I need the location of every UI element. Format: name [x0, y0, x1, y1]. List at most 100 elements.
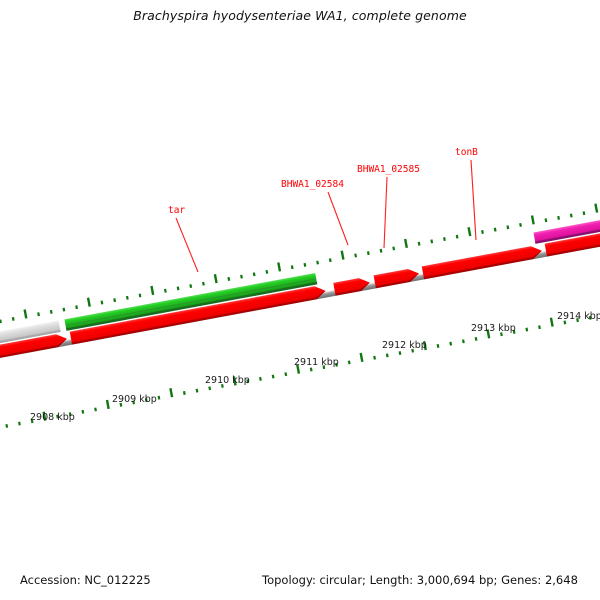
tick-ladder-upper	[0, 203, 599, 324]
tick-upper-minor	[265, 269, 269, 274]
tick-lower-minor	[576, 318, 579, 323]
tick-upper-minor	[455, 234, 459, 239]
ruler-tick-label-4: 2912 kbp	[382, 340, 427, 351]
gene-label-bhwa1-02584[interactable]: BHWA1_02584	[281, 179, 344, 190]
tick-upper-major	[213, 274, 218, 284]
tick-lower-minor	[449, 341, 453, 346]
tick-upper-minor	[506, 225, 510, 230]
tick-upper-minor	[481, 230, 484, 234]
tick-upper-major	[277, 262, 282, 272]
tick-lower-minor	[373, 355, 377, 360]
tick-lower-minor	[81, 409, 85, 414]
tick-lower-minor	[259, 376, 262, 381]
tick-upper-minor	[417, 241, 421, 246]
tick-lower-minor	[411, 348, 415, 353]
leader-line-tonb	[470, 159, 477, 241]
tick-upper-minor	[75, 305, 79, 310]
tick-upper-major	[467, 227, 472, 237]
tick-upper-minor	[62, 307, 66, 312]
tick-lower-minor	[284, 372, 288, 377]
top-feature-track	[0, 210, 600, 352]
page-title: Brachyspira hyodysenteriae WA1, complete…	[133, 8, 467, 23]
tick-lower-minor	[94, 407, 97, 412]
tick-upper-minor	[569, 213, 573, 218]
tick-upper-minor	[316, 260, 319, 265]
tick-lower-major	[549, 317, 554, 327]
gene-red-6[interactable]	[544, 223, 600, 257]
tick-lower-minor	[588, 315, 592, 320]
tick-lower-minor	[68, 412, 72, 417]
tick-lower-major	[105, 399, 110, 410]
tick-lower-minor	[398, 351, 402, 356]
tick-lower-minor	[5, 423, 9, 428]
tick-lower-major	[359, 352, 364, 363]
tick-lower-major	[232, 376, 237, 386]
tick-lower-minor	[157, 395, 161, 400]
gene-label-bhwa1-02585[interactable]: BHWA1_02585	[357, 164, 420, 175]
tick-upper-minor	[443, 237, 446, 241]
gene-red-4[interactable]	[373, 267, 421, 289]
gene-track-forward	[0, 223, 600, 366]
tick-upper-minor	[100, 300, 104, 305]
tick-upper-major	[86, 297, 91, 307]
leader-line-tar	[175, 217, 199, 273]
gene-red-5[interactable]	[421, 244, 543, 280]
gene-label-tonb[interactable]: tonB	[455, 147, 478, 158]
tick-lower-major	[422, 341, 427, 351]
tick-lower-minor	[195, 388, 199, 393]
tick-lower-minor	[563, 320, 567, 325]
tick-lower-minor	[538, 325, 541, 330]
tick-lower-minor	[246, 379, 250, 384]
genome-summary-text: Topology: circular; Length: 3,000,694 bp…	[262, 573, 578, 587]
tick-upper-minor	[227, 277, 231, 281]
tick-ladder-lower	[5, 315, 592, 428]
tick-upper-minor	[189, 284, 193, 289]
tick-lower-major	[42, 411, 47, 421]
gene-red-3[interactable]	[333, 276, 371, 296]
tick-lower-minor	[436, 344, 440, 348]
tick-lower-major	[169, 388, 174, 398]
tick-lower-minor	[132, 400, 136, 405]
tick-upper-major	[530, 215, 535, 225]
tick-upper-minor	[37, 312, 40, 317]
leader-line-bhwa1-02585	[383, 176, 388, 249]
tick-upper-minor	[138, 293, 142, 298]
tick-upper-minor	[544, 218, 548, 223]
tick-lower-minor	[512, 329, 516, 334]
tick-lower-minor	[182, 391, 186, 395]
tick-upper-minor	[328, 258, 332, 263]
tick-upper-minor	[49, 309, 53, 314]
feature-tar[interactable]	[64, 272, 318, 331]
gene-red-1[interactable]	[0, 332, 68, 366]
tick-upper-major	[403, 238, 408, 249]
gene-label-tar[interactable]: tar	[168, 205, 185, 216]
tick-upper-major	[23, 309, 28, 319]
gene-label-layer: tar BHWA1_02584 BHWA1_02585 tonB	[168, 147, 478, 273]
tick-lower-minor	[144, 398, 148, 403]
tick-lower-minor	[474, 336, 478, 341]
tick-upper-minor	[252, 272, 256, 277]
tick-lower-minor	[322, 365, 326, 370]
gene-red-2[interactable]	[69, 284, 327, 345]
tick-upper-minor	[303, 262, 307, 267]
ruler-tick-label-0: 2908 kbp	[30, 412, 75, 423]
feature-magenta-rna[interactable]	[533, 210, 600, 244]
accession-text: Accession: NC_012225	[20, 573, 151, 587]
tick-upper-major	[340, 250, 345, 260]
tick-upper-minor	[430, 239, 434, 244]
tick-upper-minor	[113, 298, 117, 303]
tick-upper-minor	[557, 215, 560, 220]
tick-lower-minor	[309, 367, 313, 372]
ruler-tick-label-1: 2909 kbp	[112, 394, 157, 405]
tick-upper-major	[150, 285, 155, 296]
feature-gray-left[interactable]	[0, 320, 61, 352]
tick-lower-minor	[347, 360, 351, 365]
ruler-tick-label-3: 2911 kbp	[294, 357, 339, 368]
tick-upper-minor	[125, 295, 129, 300]
ruler-tick-label-5: 2913 kbp	[471, 323, 516, 334]
tick-lower-minor	[208, 386, 212, 391]
tick-upper-minor	[493, 227, 497, 232]
tick-upper-major	[594, 203, 599, 213]
tick-lower-minor	[271, 374, 275, 379]
